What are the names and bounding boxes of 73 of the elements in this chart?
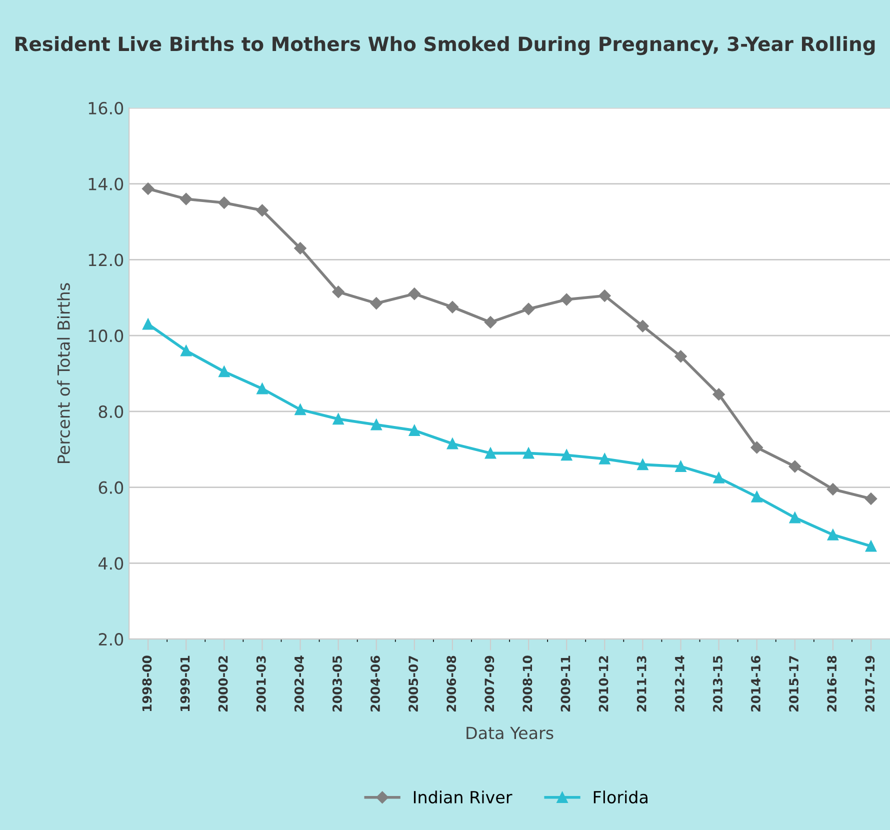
x-tick-label: 2002-04: [294, 656, 304, 712]
point: [751, 491, 762, 502]
point: [408, 424, 420, 436]
point: [750, 441, 763, 454]
x-tick-label: 2017-19: [865, 656, 875, 712]
point: [788, 460, 801, 473]
y-tick-label: 4.0: [98, 557, 124, 570]
point: [408, 288, 420, 300]
point: [864, 492, 878, 505]
point: [827, 529, 838, 540]
point: [370, 419, 382, 430]
point: [599, 453, 610, 464]
point: [522, 448, 534, 459]
point: [713, 472, 724, 484]
point: [446, 438, 458, 450]
point: [446, 301, 459, 314]
point: [636, 320, 649, 332]
point: [675, 460, 686, 472]
point: [142, 318, 154, 330]
x-tick-label: 1998-00: [142, 656, 152, 712]
point: [370, 297, 382, 310]
y-tick-label: 14.0: [88, 178, 124, 190]
point: [332, 286, 344, 298]
x-tick-label: 2015-17: [789, 656, 799, 712]
x-axis-title: Data Years: [466, 726, 554, 740]
point: [484, 448, 496, 459]
point: [637, 459, 648, 470]
x-tick-label: 2009-11: [560, 656, 570, 712]
point: [180, 345, 192, 356]
y-tick-label: 6.0: [98, 481, 124, 494]
point: [674, 350, 687, 363]
x-tick-label: 2003-05: [332, 656, 342, 712]
point: [712, 388, 725, 400]
x-tick-label: 2012-14: [674, 656, 684, 712]
x-tick-label: 2005-07: [408, 656, 418, 712]
x-tick-label: 2013-15: [712, 656, 722, 712]
chart-title: Resident Live Births to Mothers Who Smoked During Pregnancy, 3-Year Rolling: [16, 36, 875, 56]
y-tick-label: 2.0: [98, 633, 124, 646]
point: [294, 404, 306, 416]
x-tick-label: 2006-08: [446, 656, 456, 712]
point: [294, 242, 306, 254]
x-tick-label: 2008-10: [522, 656, 532, 712]
point: [484, 316, 497, 328]
legend-label: Indian River: [414, 790, 512, 804]
point: [826, 483, 840, 496]
x-tick-label: 2011-13: [636, 656, 646, 712]
point: [256, 204, 268, 216]
point: [256, 383, 268, 394]
x-tick-label: 2001-03: [256, 656, 266, 712]
y-tick-label: 12.0: [88, 254, 124, 266]
x-tick-label: 2010-12: [598, 656, 608, 712]
point: [865, 540, 877, 552]
point: [180, 192, 192, 206]
point: [522, 302, 535, 316]
point: [789, 512, 800, 524]
x-tick-label: 2014-16: [751, 656, 760, 712]
x-tick-label: 2004-06: [370, 656, 380, 712]
x-tick-label: 2000-02: [218, 656, 228, 712]
point: [218, 366, 230, 378]
y-tick-label: 8.0: [98, 405, 124, 418]
y-tick-label: 10.0: [88, 330, 124, 342]
x-tick-label: 1999-01: [180, 656, 190, 712]
x-tick-label: 2016-18: [827, 656, 837, 712]
y-tick-label: 16.0: [88, 102, 124, 114]
legend-label: Florida: [594, 790, 648, 804]
point: [561, 450, 572, 461]
point: [142, 182, 154, 195]
y-axis-title: Percent of Total Births: [57, 283, 70, 463]
point: [560, 293, 573, 306]
point: [332, 413, 344, 425]
x-tick-label: 2007-09: [484, 656, 494, 712]
point: [218, 196, 230, 209]
point: [598, 290, 611, 302]
